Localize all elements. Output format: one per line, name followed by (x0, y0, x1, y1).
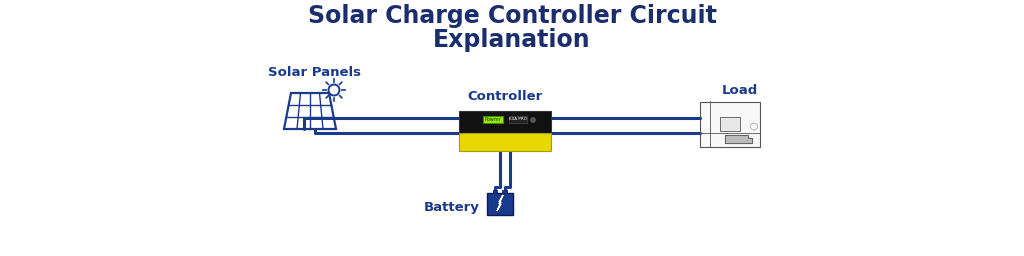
FancyBboxPatch shape (459, 133, 551, 151)
Text: 60A PRO: 60A PRO (509, 118, 527, 122)
FancyBboxPatch shape (720, 116, 740, 131)
Text: Controller: Controller (467, 90, 543, 102)
FancyBboxPatch shape (700, 101, 760, 146)
Polygon shape (497, 195, 503, 211)
Text: Solar Charge Controller Circuit: Solar Charge Controller Circuit (307, 4, 717, 28)
Text: Solar Panels: Solar Panels (268, 67, 361, 80)
FancyBboxPatch shape (509, 116, 527, 123)
Text: Load: Load (722, 83, 758, 97)
Text: Powmr: Powmr (484, 117, 502, 122)
FancyBboxPatch shape (483, 116, 503, 123)
FancyBboxPatch shape (487, 193, 513, 215)
Circle shape (530, 118, 536, 122)
Polygon shape (725, 134, 752, 143)
FancyBboxPatch shape (459, 111, 551, 133)
Text: Explanation: Explanation (433, 28, 591, 52)
FancyBboxPatch shape (493, 189, 498, 193)
Text: Battery: Battery (424, 201, 480, 215)
FancyBboxPatch shape (503, 189, 508, 193)
